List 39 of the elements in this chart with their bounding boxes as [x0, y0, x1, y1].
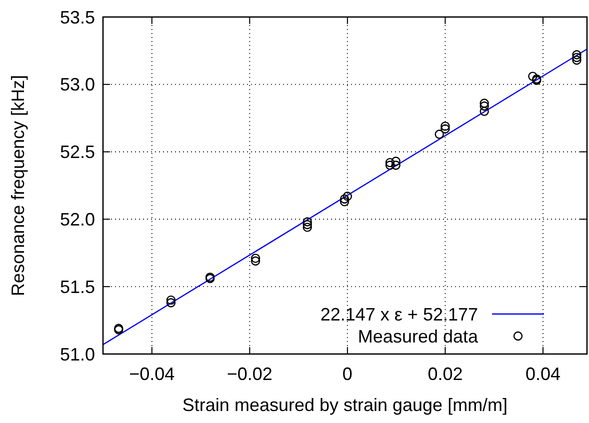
point [434, 130, 444, 139]
point [385, 158, 395, 168]
x-tick-label: −0.02 [226, 364, 272, 384]
point [480, 98, 489, 108]
point [385, 160, 395, 170]
point [342, 192, 352, 201]
x-tick-label: 0.04 [525, 364, 561, 384]
point [250, 254, 260, 263]
y-tick-label: 52.5 [60, 142, 95, 162]
point [302, 220, 312, 230]
point [302, 217, 312, 226]
x-axis-title: Strain measured by strain gauge [mm/m] [182, 395, 508, 415]
point [528, 72, 538, 81]
point [572, 50, 582, 60]
point [572, 56, 582, 65]
point [340, 194, 350, 204]
point [166, 298, 176, 308]
point [440, 124, 450, 134]
point [480, 101, 489, 111]
point [440, 122, 450, 131]
point [391, 156, 400, 166]
y-axis-title: Resonance frequency [kHz] [8, 74, 28, 296]
y-tick-label: 53.5 [60, 7, 95, 28]
point [166, 295, 176, 305]
x-tick-label: −0.04 [129, 364, 175, 384]
legend-label: Measured data [358, 326, 479, 346]
point [391, 160, 400, 170]
point [340, 197, 350, 206]
point [250, 256, 260, 266]
point [302, 222, 312, 232]
point [572, 52, 582, 62]
legend-label: 22.147 x ε + 52.177 [320, 304, 478, 324]
y-tick-label: 51.5 [60, 276, 95, 297]
x-tick-label: 0 [342, 364, 352, 384]
y-tick-label: 52.0 [60, 210, 95, 230]
point [480, 106, 489, 116]
x-tick-label: 0.02 [428, 364, 463, 384]
y-tick-label: 53.0 [60, 74, 95, 95]
y-tick-label: 51.0 [60, 344, 95, 364]
